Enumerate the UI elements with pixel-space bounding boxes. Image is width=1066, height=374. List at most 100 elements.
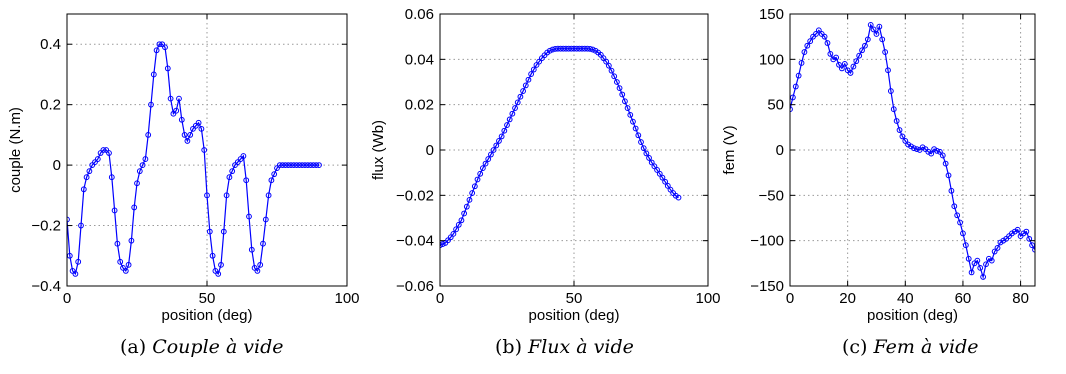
data-point bbox=[150, 71, 157, 78]
y-axis-label: flux (Wb) bbox=[370, 120, 387, 180]
data-point bbox=[307, 162, 314, 169]
data-point bbox=[134, 180, 140, 187]
data-point bbox=[565, 45, 572, 52]
y-tick-label: −150 bbox=[750, 278, 784, 295]
data-point bbox=[879, 36, 886, 43]
caption-c: (c) Fem à vide bbox=[842, 336, 979, 358]
x-tick-label: 0 bbox=[63, 290, 71, 307]
data-point bbox=[254, 267, 261, 274]
data-point bbox=[954, 212, 961, 219]
data-point bbox=[204, 192, 210, 199]
data-point bbox=[100, 147, 107, 153]
caption-tag: (c) bbox=[842, 336, 868, 358]
data-point bbox=[145, 131, 152, 138]
data-point bbox=[514, 99, 521, 106]
data-point bbox=[156, 41, 163, 48]
data-point bbox=[584, 45, 591, 52]
x-tick-label: 20 bbox=[839, 290, 856, 307]
caption-b: (b) Flux à vide bbox=[495, 336, 634, 358]
data-point bbox=[271, 171, 278, 178]
data-point bbox=[862, 42, 868, 49]
data-point bbox=[945, 172, 952, 179]
data-point bbox=[215, 271, 222, 277]
data-point bbox=[873, 31, 880, 37]
data-point bbox=[859, 47, 865, 54]
data-point bbox=[902, 138, 909, 144]
y-tick-label: 0.04 bbox=[405, 51, 434, 68]
x-axis-label: position (deg) bbox=[867, 307, 958, 324]
data-point bbox=[117, 258, 124, 265]
data-point bbox=[142, 156, 149, 162]
data-point bbox=[576, 45, 583, 52]
data-point bbox=[608, 67, 615, 74]
data-point bbox=[905, 141, 912, 148]
data-series bbox=[67, 41, 322, 277]
data-point bbox=[962, 242, 969, 249]
data-point bbox=[568, 45, 575, 52]
data-point bbox=[563, 45, 569, 52]
data-point bbox=[619, 91, 626, 98]
data-point bbox=[243, 177, 250, 184]
panel-flux: 0 50 100 −0.06 −0.04 −0.02 0 0.02 0.04 0.06 positi… bbox=[370, 6, 721, 324]
data-point bbox=[836, 61, 842, 68]
data-point bbox=[220, 228, 227, 235]
data-point bbox=[985, 255, 992, 262]
data-point bbox=[131, 204, 138, 211]
data-point bbox=[911, 145, 917, 152]
data-point bbox=[867, 21, 874, 28]
data-point bbox=[310, 162, 317, 169]
data-point bbox=[198, 125, 205, 132]
data-point bbox=[887, 88, 894, 94]
data-point bbox=[522, 82, 529, 89]
data-point bbox=[504, 122, 510, 128]
data-point bbox=[493, 142, 500, 149]
data-point bbox=[936, 148, 943, 155]
data-point bbox=[262, 216, 269, 223]
data-point bbox=[67, 216, 70, 223]
data-point bbox=[675, 194, 682, 201]
data-point bbox=[528, 71, 535, 77]
data-point bbox=[279, 162, 286, 169]
data-point bbox=[611, 73, 618, 80]
data-point bbox=[659, 174, 666, 181]
data-point bbox=[630, 118, 636, 125]
data-point bbox=[988, 257, 995, 264]
data-point bbox=[94, 156, 101, 162]
data-point bbox=[316, 162, 322, 169]
data-point bbox=[616, 85, 623, 92]
data-point bbox=[106, 150, 112, 156]
data-point bbox=[557, 45, 564, 52]
data-point bbox=[991, 248, 998, 255]
data-point bbox=[627, 111, 634, 118]
data-point bbox=[549, 46, 556, 53]
data-point bbox=[223, 192, 230, 199]
data-point bbox=[78, 222, 84, 229]
y-tick-label: 0 bbox=[426, 142, 434, 159]
data-point bbox=[184, 138, 191, 144]
data-point bbox=[980, 274, 987, 280]
data-point bbox=[512, 105, 518, 111]
data-point bbox=[864, 36, 871, 43]
data-point bbox=[827, 50, 834, 57]
data-point bbox=[603, 58, 610, 65]
data-point bbox=[257, 261, 264, 268]
data-point bbox=[246, 213, 252, 220]
data-point bbox=[488, 151, 494, 158]
data-point bbox=[939, 152, 946, 159]
data-point bbox=[813, 31, 819, 37]
data-point bbox=[624, 105, 631, 111]
data-point bbox=[525, 76, 532, 83]
data-point bbox=[181, 131, 188, 138]
data-point bbox=[885, 67, 891, 74]
data-point bbox=[474, 176, 481, 183]
y-tick-label: −0.4 bbox=[31, 278, 61, 295]
data-point bbox=[838, 65, 845, 72]
data-point bbox=[153, 47, 160, 54]
x-tick-label: 100 bbox=[695, 290, 720, 307]
data-point bbox=[482, 160, 489, 167]
data-point bbox=[248, 246, 255, 253]
data-point bbox=[479, 165, 486, 172]
data-point bbox=[850, 63, 857, 70]
data-point bbox=[290, 162, 297, 169]
data-point bbox=[841, 60, 848, 67]
